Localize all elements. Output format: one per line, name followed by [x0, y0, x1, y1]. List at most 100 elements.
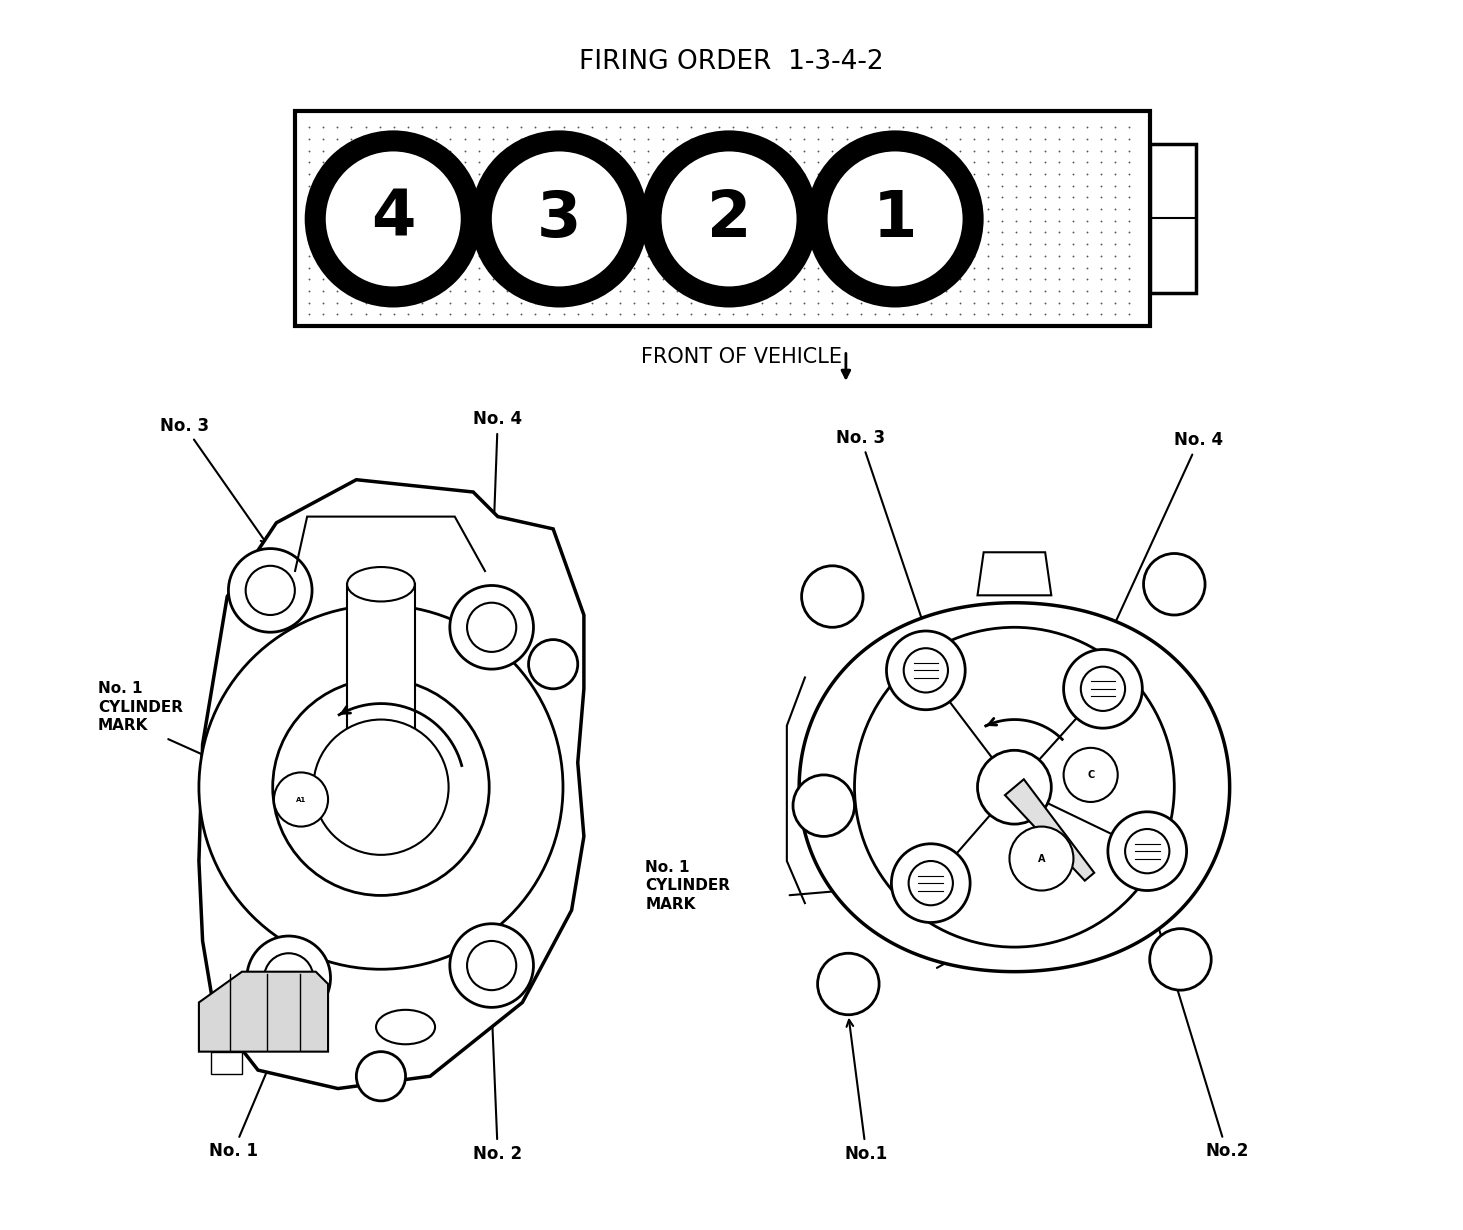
Text: No.1: No.1: [844, 1020, 888, 1162]
Point: [481, 199, 505, 219]
Point: [906, 246, 929, 266]
Point: [524, 165, 547, 184]
Point: [623, 212, 647, 231]
Point: [594, 199, 617, 219]
Point: [496, 141, 519, 161]
Point: [411, 235, 435, 255]
Point: [339, 223, 363, 242]
Point: [524, 258, 547, 278]
Point: [976, 165, 999, 184]
Polygon shape: [977, 552, 1052, 595]
Point: [891, 176, 914, 196]
Point: [636, 188, 660, 208]
Point: [1018, 235, 1042, 255]
Point: [806, 212, 830, 231]
Point: [623, 199, 647, 219]
Point: [496, 269, 519, 289]
Point: [509, 153, 533, 172]
Point: [963, 258, 986, 278]
Point: [481, 118, 505, 138]
Point: [636, 129, 660, 149]
Point: [1075, 258, 1099, 278]
Point: [326, 246, 350, 266]
Point: [424, 235, 448, 255]
Point: [609, 305, 632, 325]
Point: [736, 153, 759, 172]
Point: [963, 165, 986, 184]
Point: [1090, 269, 1113, 289]
Text: FRONT OF VEHICLE: FRONT OF VEHICLE: [641, 347, 841, 367]
Point: [721, 246, 745, 266]
Point: [481, 258, 505, 278]
Point: [566, 188, 590, 208]
Point: [369, 269, 392, 289]
Point: [693, 153, 717, 172]
Point: [1018, 212, 1042, 231]
Point: [778, 141, 802, 161]
Point: [778, 212, 802, 231]
Circle shape: [904, 648, 948, 692]
Point: [679, 223, 702, 242]
Point: [679, 269, 702, 289]
Point: [339, 269, 363, 289]
Point: [878, 269, 901, 289]
Point: [454, 199, 477, 219]
Point: [849, 305, 872, 325]
Point: [566, 305, 590, 325]
Point: [721, 153, 745, 172]
Circle shape: [467, 603, 516, 652]
Point: [679, 258, 702, 278]
Point: [1033, 235, 1056, 255]
Point: [354, 129, 377, 149]
Point: [1075, 176, 1099, 196]
Point: [481, 269, 505, 289]
Point: [708, 223, 732, 242]
Point: [1061, 153, 1084, 172]
Point: [594, 176, 617, 196]
Point: [990, 282, 1014, 301]
Point: [538, 269, 562, 289]
Point: [636, 141, 660, 161]
Point: [496, 223, 519, 242]
Point: [623, 258, 647, 278]
Point: [382, 269, 405, 289]
Point: [439, 118, 462, 138]
Point: [751, 118, 774, 138]
Circle shape: [199, 605, 563, 969]
Point: [933, 293, 957, 312]
Point: [666, 246, 689, 266]
Point: [312, 118, 335, 138]
Point: [454, 223, 477, 242]
Point: [581, 176, 604, 196]
Point: [326, 141, 350, 161]
Point: [821, 176, 844, 196]
Point: [736, 176, 759, 196]
Point: [524, 282, 547, 301]
Point: [1090, 165, 1113, 184]
Point: [424, 176, 448, 196]
Point: [339, 188, 363, 208]
Point: [1018, 153, 1042, 172]
Point: [933, 246, 957, 266]
Point: [439, 246, 462, 266]
Point: [1075, 246, 1099, 266]
Point: [581, 258, 604, 278]
Point: [666, 199, 689, 219]
Point: [1118, 282, 1141, 301]
Point: [1090, 246, 1113, 266]
Point: [793, 153, 816, 172]
Point: [369, 153, 392, 172]
Point: [708, 141, 732, 161]
Point: [948, 165, 971, 184]
Point: [821, 212, 844, 231]
Point: [806, 188, 830, 208]
Point: [1075, 305, 1099, 325]
Point: [793, 269, 816, 289]
Point: [835, 188, 859, 208]
Point: [326, 199, 350, 219]
Text: No. 3: No. 3: [835, 429, 925, 626]
Point: [524, 188, 547, 208]
Point: [496, 199, 519, 219]
Point: [538, 176, 562, 196]
Point: [721, 258, 745, 278]
